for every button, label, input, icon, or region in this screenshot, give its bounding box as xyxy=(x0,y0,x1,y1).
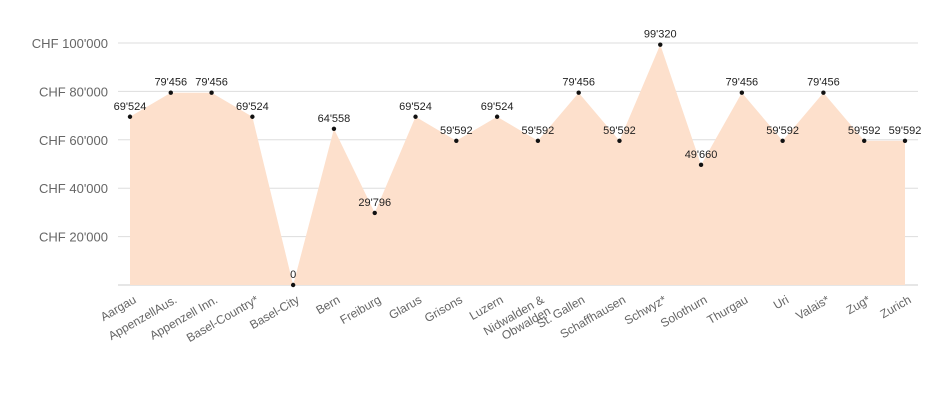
y-axis-ticks: CHF 20'000 CHF 40'000 CHF 60'000 CHF 80'000… xyxy=(32,36,108,245)
data-label: 79'456 xyxy=(725,77,758,89)
data-point xyxy=(168,90,173,95)
data-point xyxy=(250,114,255,119)
data-label: 59'592 xyxy=(889,125,922,137)
data-point xyxy=(862,138,867,143)
x-tick-label: Solothurn xyxy=(658,292,709,330)
y-tick-label: CHF 80'000 xyxy=(39,84,108,99)
data-label: 29'796 xyxy=(358,197,391,209)
data-point xyxy=(698,162,704,168)
data-point xyxy=(372,210,377,216)
data-point xyxy=(617,138,622,143)
y-tick-label: CHF 100'000 xyxy=(32,36,108,51)
data-label: 69'524 xyxy=(481,101,514,113)
x-tick-label-line: Freiburg xyxy=(338,292,384,326)
x-tick-label-line: Uri xyxy=(771,292,791,312)
x-tick-label-line: Zurich xyxy=(878,292,914,321)
data-point xyxy=(576,90,581,95)
data-point xyxy=(739,90,745,95)
x-tick-label: Valais* xyxy=(793,292,832,323)
y-tick-label: CHF 20'000 xyxy=(39,230,108,245)
x-tick-label: Uri xyxy=(771,292,791,312)
data-label: 0 xyxy=(290,269,296,281)
data-label: 69'524 xyxy=(114,101,147,113)
x-tick-label-line: Glarus xyxy=(386,292,424,322)
data-points xyxy=(127,42,908,288)
x-tick-label-line: Grisons xyxy=(422,292,465,325)
data-label: 69'524 xyxy=(236,101,269,113)
data-point xyxy=(535,138,541,143)
y-tick-label: CHF 40'000 xyxy=(39,181,108,196)
data-label: 49'660 xyxy=(685,149,718,161)
data-point xyxy=(413,114,418,119)
area-series xyxy=(130,44,905,285)
x-tick-label: Glarus xyxy=(386,292,424,322)
area-fill xyxy=(130,44,905,285)
data-point xyxy=(821,90,826,95)
x-tick-label: Zurich xyxy=(878,292,914,321)
data-point xyxy=(494,114,500,119)
data-point xyxy=(290,282,296,288)
data-point xyxy=(454,138,459,143)
x-tick-label: Grisons xyxy=(422,292,465,325)
data-label: 59'592 xyxy=(603,125,636,137)
data-point xyxy=(209,90,214,95)
x-tick-label-line: Valais* xyxy=(793,292,832,323)
x-tick-label: Thurgau xyxy=(705,292,751,326)
x-tick-label-line: Zug* xyxy=(844,292,873,317)
data-point xyxy=(331,126,337,131)
data-point xyxy=(780,138,785,143)
data-label: 64'558 xyxy=(318,113,351,125)
data-label: 69'524 xyxy=(399,101,432,113)
data-label: 79'456 xyxy=(807,77,840,89)
x-tick-label: Freiburg xyxy=(338,292,384,326)
data-point xyxy=(658,42,663,47)
data-label: 59'592 xyxy=(522,125,555,137)
data-point xyxy=(902,138,908,143)
data-label: 79'456 xyxy=(154,77,187,89)
data-label: 59'592 xyxy=(440,125,473,137)
y-tick-label: CHF 60'000 xyxy=(39,133,108,148)
data-label: 79'456 xyxy=(562,77,595,89)
data-label: 59'592 xyxy=(766,125,799,137)
data-label: 59'592 xyxy=(848,125,881,137)
data-label: 99'320 xyxy=(644,29,677,41)
data-label: 79'456 xyxy=(195,77,228,89)
data-labels: 69'524 79'456 79'456 69'524 0 64'558 29'796 69'… xyxy=(114,29,922,281)
x-tick-label: Zug* xyxy=(844,292,873,317)
data-point xyxy=(127,114,133,119)
x-tick-label-line: Solothurn xyxy=(658,292,709,330)
x-tick-label-line: Thurgau xyxy=(705,292,751,326)
